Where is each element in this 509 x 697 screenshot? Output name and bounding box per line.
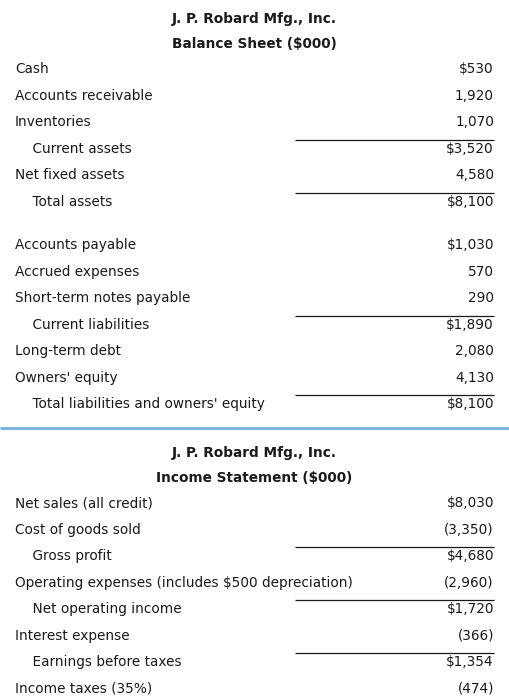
Text: Accounts payable: Accounts payable: [15, 238, 136, 252]
Text: Net sales (all credit): Net sales (all credit): [15, 496, 153, 510]
Text: Inventories: Inventories: [15, 115, 92, 129]
Text: Interest expense: Interest expense: [15, 629, 130, 643]
Text: Accrued expenses: Accrued expenses: [15, 265, 139, 279]
Text: Cost of goods sold: Cost of goods sold: [15, 523, 141, 537]
Text: (474): (474): [458, 682, 494, 696]
Text: Current liabilities: Current liabilities: [15, 318, 149, 332]
Text: Total assets: Total assets: [15, 194, 112, 208]
Text: 570: 570: [468, 265, 494, 279]
Text: $1,720: $1,720: [446, 602, 494, 616]
Text: J. P. Robard Mfg., Inc.: J. P. Robard Mfg., Inc.: [172, 12, 337, 26]
Text: $8,030: $8,030: [446, 496, 494, 510]
Text: Balance Sheet ($000): Balance Sheet ($000): [172, 37, 337, 51]
Text: 2,080: 2,080: [455, 344, 494, 358]
Text: 4,130: 4,130: [455, 371, 494, 385]
Text: Current assets: Current assets: [15, 141, 132, 155]
Text: Net operating income: Net operating income: [15, 602, 182, 616]
Text: Net fixed assets: Net fixed assets: [15, 168, 125, 182]
Text: Short-term notes payable: Short-term notes payable: [15, 291, 190, 305]
Text: Gross profit: Gross profit: [15, 549, 112, 563]
Text: $530: $530: [460, 62, 494, 76]
Text: $8,100: $8,100: [446, 194, 494, 208]
Text: $1,890: $1,890: [446, 318, 494, 332]
Text: $3,520: $3,520: [446, 141, 494, 155]
Text: $1,354: $1,354: [446, 655, 494, 669]
Text: 1,070: 1,070: [455, 115, 494, 129]
Text: $1,030: $1,030: [446, 238, 494, 252]
Text: Cash: Cash: [15, 62, 49, 76]
Text: (366): (366): [458, 629, 494, 643]
Text: J. P. Robard Mfg., Inc.: J. P. Robard Mfg., Inc.: [172, 446, 337, 460]
Text: (3,350): (3,350): [444, 523, 494, 537]
Text: $8,100: $8,100: [446, 397, 494, 411]
Text: Total liabilities and owners' equity: Total liabilities and owners' equity: [15, 397, 265, 411]
Text: Long-term debt: Long-term debt: [15, 344, 121, 358]
Text: Earnings before taxes: Earnings before taxes: [15, 655, 182, 669]
Text: 290: 290: [468, 291, 494, 305]
Text: Income Statement ($000): Income Statement ($000): [156, 471, 353, 485]
Text: Owners' equity: Owners' equity: [15, 371, 118, 385]
Text: (2,960): (2,960): [444, 576, 494, 590]
Text: Accounts receivable: Accounts receivable: [15, 89, 153, 102]
Text: Operating expenses (includes $500 depreciation): Operating expenses (includes $500 deprec…: [15, 576, 353, 590]
Text: $4,680: $4,680: [446, 549, 494, 563]
Text: 1,920: 1,920: [455, 89, 494, 102]
Text: Income taxes (35%): Income taxes (35%): [15, 682, 152, 696]
Text: 4,580: 4,580: [455, 168, 494, 182]
